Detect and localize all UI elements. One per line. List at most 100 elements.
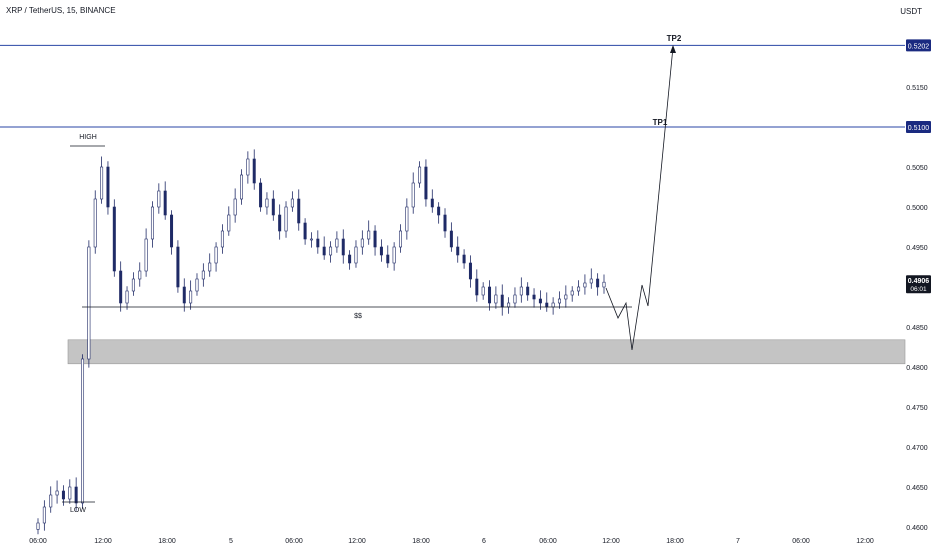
liquidity-annotation: $$ bbox=[354, 313, 362, 320]
candle-body bbox=[240, 174, 244, 200]
candle-body bbox=[227, 214, 231, 232]
candle-body bbox=[150, 206, 154, 240]
candle-body bbox=[163, 190, 167, 216]
price-tick-label: 0.5150 bbox=[906, 85, 928, 92]
candle-body bbox=[360, 238, 364, 248]
candle-body bbox=[68, 486, 72, 500]
price-tick-label: 0.4650 bbox=[906, 485, 928, 492]
candle-body bbox=[488, 286, 492, 304]
high-annotation: HIGH bbox=[79, 134, 97, 141]
candle-body bbox=[303, 222, 307, 240]
time-tick-label: 7 bbox=[736, 538, 740, 545]
candle-body bbox=[170, 214, 174, 248]
candle-body bbox=[233, 198, 237, 216]
time-tick-label: 12:00 bbox=[602, 538, 620, 545]
candle-body bbox=[49, 494, 53, 508]
tp1-price-label: 0.5100 bbox=[908, 125, 930, 132]
price-tick-label: 0.4750 bbox=[906, 405, 928, 412]
candle-body bbox=[538, 298, 542, 304]
candle-body bbox=[519, 286, 523, 296]
time-axis[interactable]: 06:00 12:00 18:00 5 06:00 12:00 18:00 6 06:00 12:… bbox=[29, 538, 874, 545]
projection-path bbox=[605, 46, 674, 351]
candle-body bbox=[81, 358, 85, 504]
candle-body bbox=[577, 286, 581, 292]
candle-body bbox=[418, 166, 422, 184]
tp2-annotation: TP2 bbox=[667, 34, 682, 43]
candle-body bbox=[284, 206, 288, 232]
projection-arrowhead bbox=[670, 45, 676, 53]
candle-body bbox=[246, 158, 250, 176]
candle-body bbox=[157, 190, 161, 208]
candle-body bbox=[100, 166, 104, 200]
candle-body bbox=[252, 158, 256, 184]
candle-body bbox=[131, 278, 135, 292]
candle-body bbox=[61, 490, 65, 500]
candle-body bbox=[475, 278, 479, 296]
time-tick-label: 06:00 bbox=[539, 538, 557, 545]
candle-body bbox=[195, 278, 199, 292]
candle-body bbox=[462, 254, 466, 264]
candle-body bbox=[557, 298, 561, 304]
candle-body bbox=[367, 230, 371, 240]
candle-body bbox=[526, 286, 530, 296]
candle-body bbox=[392, 246, 396, 264]
time-tick-label: 06:00 bbox=[29, 538, 47, 545]
time-tick-label: 12:00 bbox=[94, 538, 112, 545]
time-tick-label: 5 bbox=[229, 538, 233, 545]
candle-body bbox=[430, 198, 434, 208]
candle-body bbox=[271, 198, 275, 216]
price-tick-label: 0.4800 bbox=[906, 365, 928, 372]
price-tick-label: 0.4950 bbox=[906, 245, 928, 252]
tp2-price-label: 0.5202 bbox=[908, 43, 930, 50]
candle-body bbox=[379, 246, 383, 256]
candle-body bbox=[596, 278, 600, 288]
candle-body bbox=[373, 230, 377, 248]
candle-body bbox=[42, 506, 46, 524]
candle-body bbox=[348, 254, 352, 264]
candle-body bbox=[481, 286, 485, 296]
candle-body bbox=[329, 246, 333, 256]
tp1-annotation: TP1 bbox=[653, 118, 668, 127]
price-axis[interactable]: 0.4600 0.4650 0.4700 0.4750 0.4800 0.4850 0.49… bbox=[906, 85, 928, 532]
time-tick-label: 18:00 bbox=[666, 538, 684, 545]
candle-body bbox=[494, 294, 498, 304]
bar-countdown: 06:01 bbox=[910, 286, 927, 293]
candle-body bbox=[322, 246, 326, 256]
candle-body bbox=[532, 294, 536, 300]
time-tick-label: 12:00 bbox=[348, 538, 366, 545]
candle-body bbox=[437, 206, 441, 216]
candle-body bbox=[468, 262, 472, 280]
candle-body bbox=[201, 270, 205, 280]
candle-body bbox=[125, 290, 129, 304]
candle-body bbox=[189, 290, 193, 304]
time-tick-label: 06:00 bbox=[285, 538, 303, 545]
candle-body bbox=[602, 281, 606, 288]
candle-body bbox=[74, 486, 78, 504]
candle-body bbox=[182, 286, 186, 304]
candle-body bbox=[55, 490, 59, 496]
candle-body bbox=[583, 282, 587, 288]
price-tick-label: 0.5050 bbox=[906, 165, 928, 172]
tp2-price-tag: 0.5202 bbox=[906, 39, 931, 52]
candles-group bbox=[36, 149, 606, 535]
tp1-price-tag: 0.5100 bbox=[906, 121, 931, 133]
time-tick-label: 18:00 bbox=[412, 538, 430, 545]
candle-body bbox=[259, 182, 263, 208]
candle-body bbox=[297, 198, 301, 224]
candle-body bbox=[589, 278, 593, 284]
candle-body bbox=[265, 198, 269, 208]
candle-body bbox=[119, 270, 123, 304]
price-tick-label: 0.4700 bbox=[906, 445, 928, 452]
candle-body bbox=[545, 302, 549, 308]
candle-body bbox=[138, 270, 142, 280]
candle-body bbox=[564, 294, 568, 300]
candle-body bbox=[36, 522, 40, 530]
candle-body bbox=[570, 290, 574, 296]
last-price-tag: 0.4906 06:01 bbox=[906, 275, 931, 294]
candle-body bbox=[405, 206, 409, 232]
candle-body bbox=[309, 238, 313, 241]
candle-body bbox=[513, 294, 517, 304]
candle-body bbox=[87, 246, 91, 360]
time-tick-label: 18:00 bbox=[158, 538, 176, 545]
